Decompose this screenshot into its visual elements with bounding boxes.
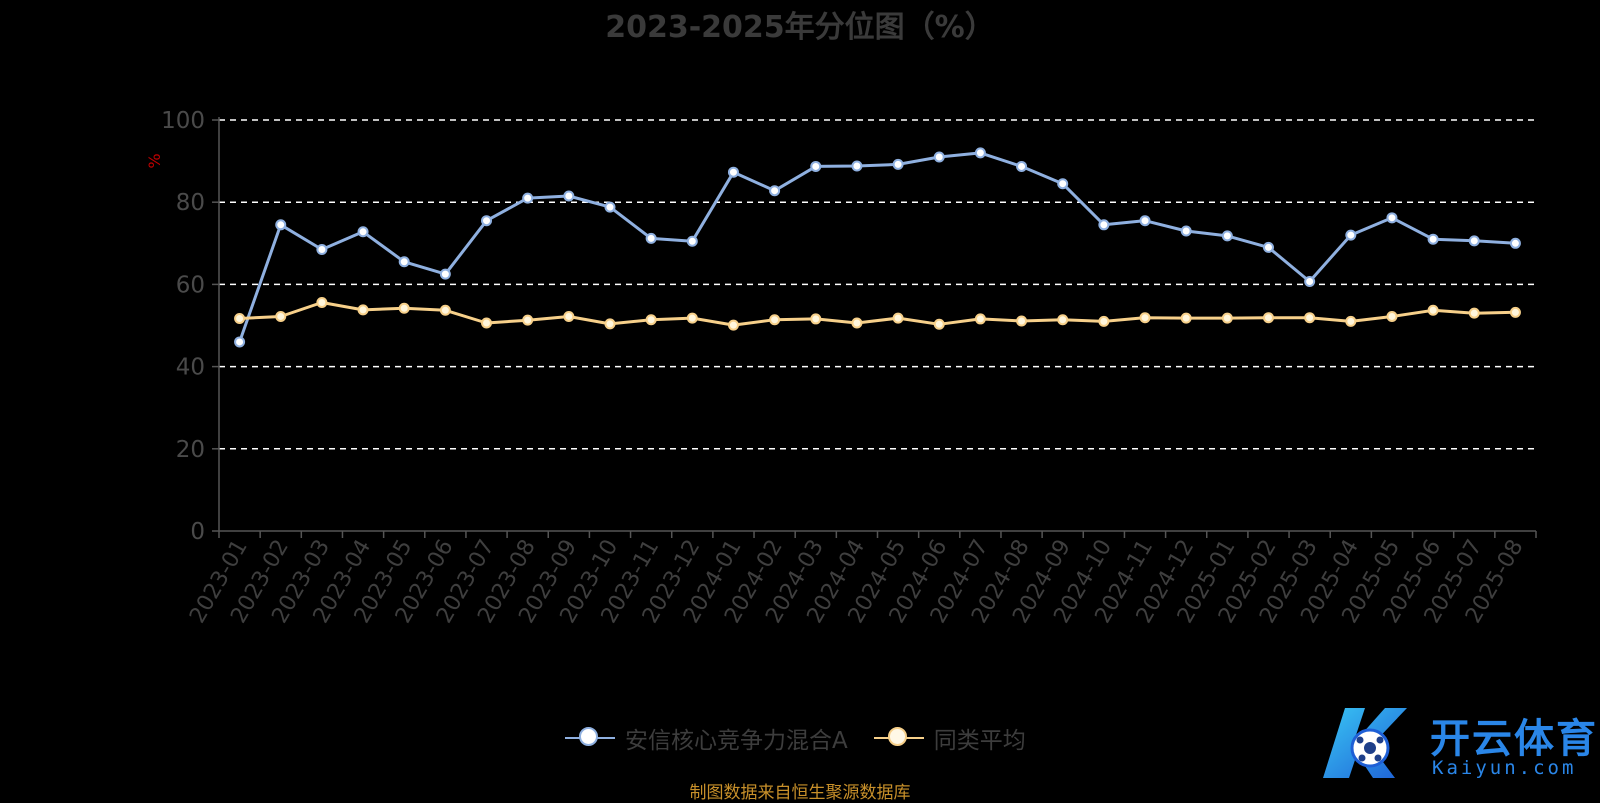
data-point [810,313,822,325]
data-point [275,310,287,322]
data-point [481,215,493,227]
data-point [1304,276,1316,288]
legend-item-peer-average[interactable]: 同类平均 [873,721,1026,755]
data-point [645,232,657,244]
data-point [234,336,246,348]
data-point [398,302,410,314]
data-point [316,296,328,308]
legend-swatch-fund [565,725,615,751]
data-point [1057,314,1069,326]
data-point [1509,306,1521,318]
data-point [1304,312,1316,324]
data-point [933,318,945,330]
y-tick-label: 100 [161,108,205,134]
data-point [357,304,369,316]
data-point [1345,229,1357,241]
data-point [1221,312,1233,324]
legend-label-peer-average: 同类平均 [933,728,1026,754]
data-point [810,160,822,172]
logo-subtext: Kaiyun.com [1432,757,1577,779]
data-point [1427,233,1439,245]
data-point [481,317,493,329]
data-point [1139,312,1151,324]
data-point [1180,312,1192,324]
source-note: 制图数据来自恒生聚源数据库 [689,783,911,803]
data-point [974,147,986,159]
data-point [522,314,534,326]
data-point [727,319,739,331]
data-point [686,312,698,324]
data-point [604,318,616,330]
legend-item-fund[interactable]: 安信核心竞争力混合A [565,721,848,755]
grid-lines [219,119,1536,450]
data-point [439,268,451,280]
x-tick-labels: 2023-012023-022023-032023-042023-052023-… [185,536,1528,628]
data-point [1468,307,1480,319]
y-tick-label: 0 [190,519,205,545]
data-point [851,317,863,329]
data-point [1468,235,1480,247]
data-point [974,313,986,325]
data-point [563,310,575,322]
data-point [1016,160,1028,172]
y-tick-label: 40 [176,355,205,381]
axes [212,117,1537,538]
data-point [727,166,739,178]
data-point [1180,225,1192,237]
data-point [234,313,246,325]
y-tick-label: 20 [176,437,205,463]
data-point [604,201,616,213]
data-point [563,190,575,202]
data-point [1221,230,1233,242]
data-point [1139,215,1151,227]
legend: 安信核心竞争力混合A 同类平均 [565,718,1052,758]
data-point [522,192,534,204]
data-point [933,151,945,163]
data-point [851,160,863,172]
data-point [1509,237,1521,249]
data-point [1098,315,1110,327]
y-tick-labels: 0 20 40 60 80 100 [161,108,205,545]
kaiyun-logo-icon [1323,708,1407,778]
data-point [769,314,781,326]
data-point [1057,178,1069,190]
data-point [1427,304,1439,316]
logo-text: 开云体育 [1430,716,1598,762]
data-point [1262,312,1274,324]
series-line-1 [239,301,1516,327]
y-tick-label: 80 [176,190,205,216]
data-point [892,312,904,324]
y-tick-label: 60 [176,272,205,298]
legend-swatch-peer-average [873,725,924,751]
data-point [1345,315,1357,327]
y-axis-label: % [145,153,164,168]
data-point [316,243,328,255]
legend-label-fund: 安信核心竞争力混合A [625,728,848,754]
data-point [398,256,410,268]
data-point [645,314,657,326]
data-point [1016,315,1028,327]
data-point [769,185,781,197]
data-point [439,304,451,316]
data-point [1098,219,1110,231]
data-point [1386,310,1398,322]
chart-title: 2023-2025年分位图（%） [605,10,995,45]
data-point [1386,212,1398,224]
data-point [892,158,904,170]
data-point [275,219,287,231]
data-point [357,226,369,238]
data-point [1262,241,1274,253]
data-point [686,235,698,247]
series-line-0 [238,151,1516,343]
series-lines [234,147,1521,348]
